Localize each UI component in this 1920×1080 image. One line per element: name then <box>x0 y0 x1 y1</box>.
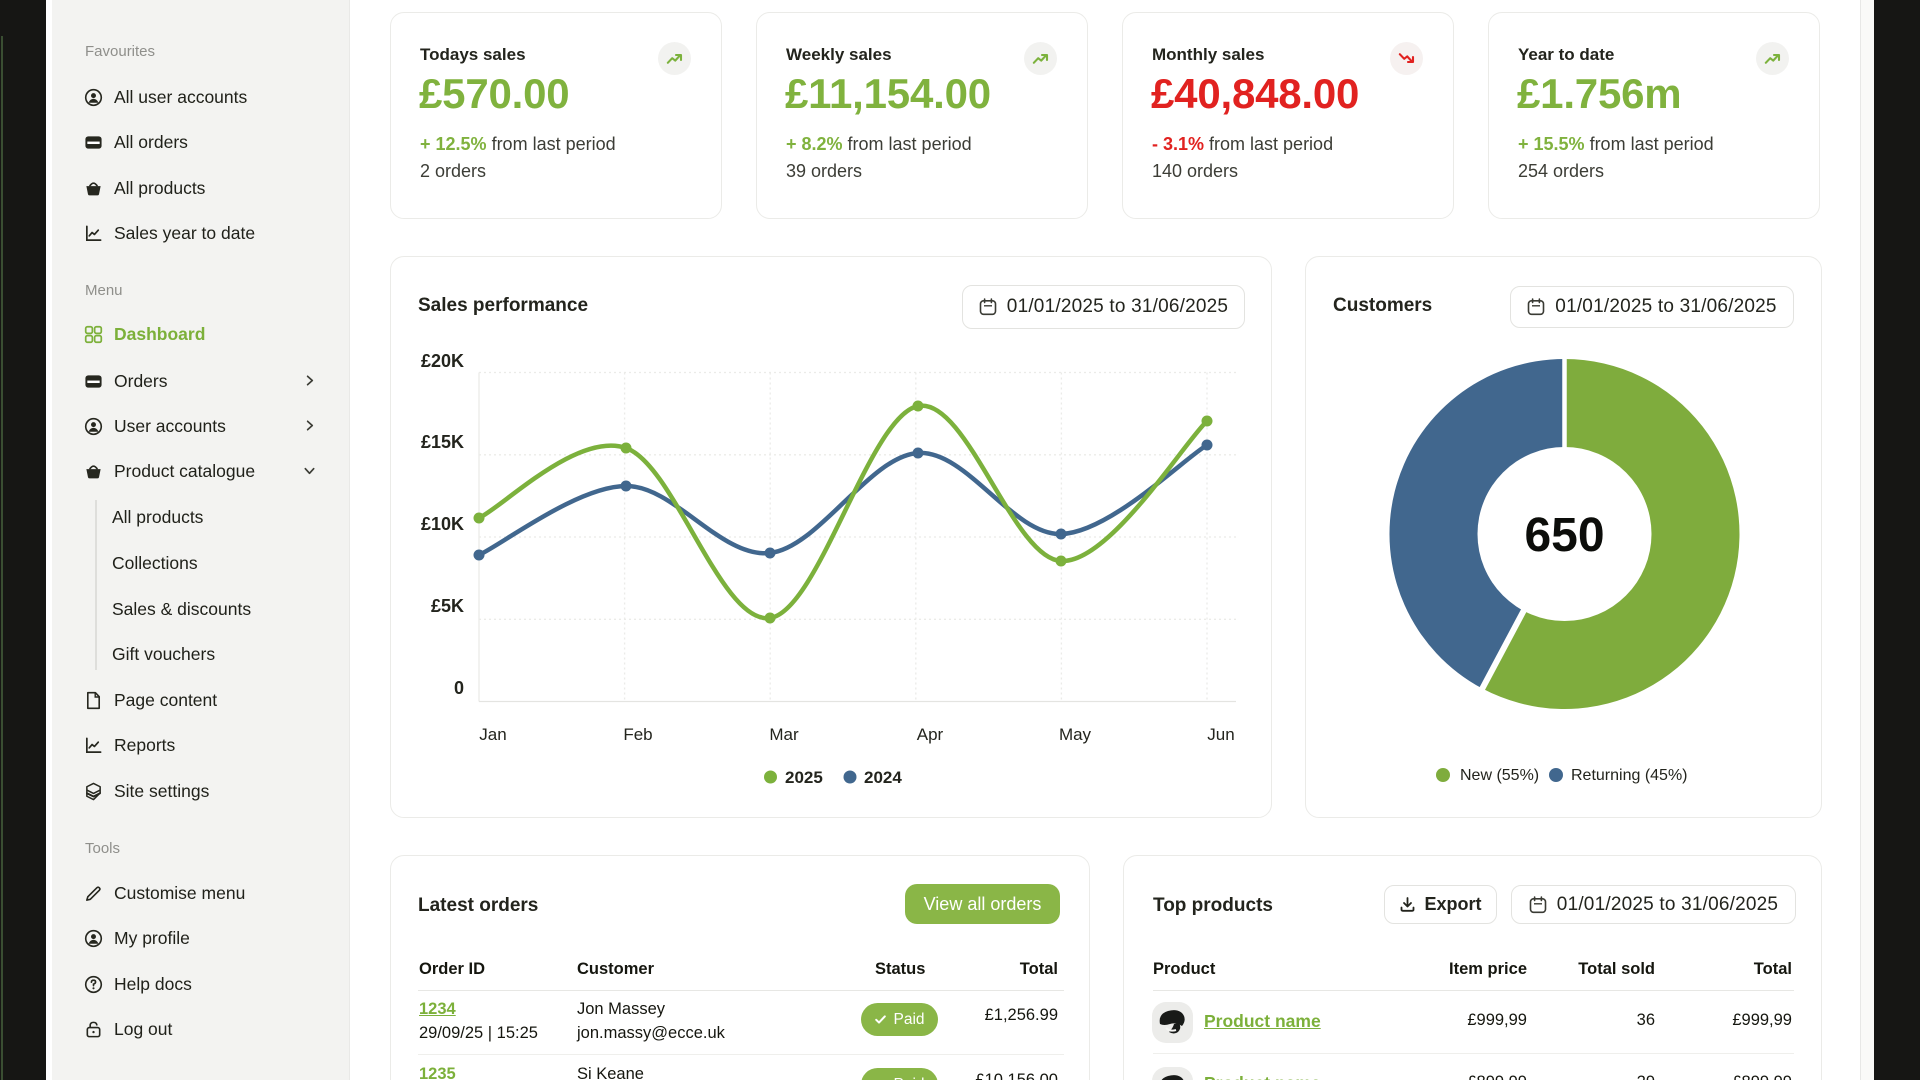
svg-text:Returning (45%): Returning (45%) <box>1571 767 1688 784</box>
svg-text:£20K: £20K <box>421 351 464 371</box>
svg-text:Jan: Jan <box>479 725 506 744</box>
svg-text:£15K: £15K <box>421 432 464 452</box>
svg-text:New (55%): New (55%) <box>1460 767 1539 784</box>
svg-text:Jun: Jun <box>1207 725 1234 744</box>
svg-text:£10K: £10K <box>421 514 464 534</box>
svg-text:Apr: Apr <box>917 725 944 744</box>
svg-text:Mar: Mar <box>769 725 799 744</box>
svg-text:2024: 2024 <box>864 768 902 787</box>
svg-text:0: 0 <box>454 678 464 698</box>
svg-text:650: 650 <box>1524 509 1604 562</box>
svg-text:May: May <box>1059 725 1092 744</box>
svg-text:£5K: £5K <box>431 596 464 616</box>
svg-text:Feb: Feb <box>623 725 652 744</box>
svg-text:2025: 2025 <box>785 768 823 787</box>
